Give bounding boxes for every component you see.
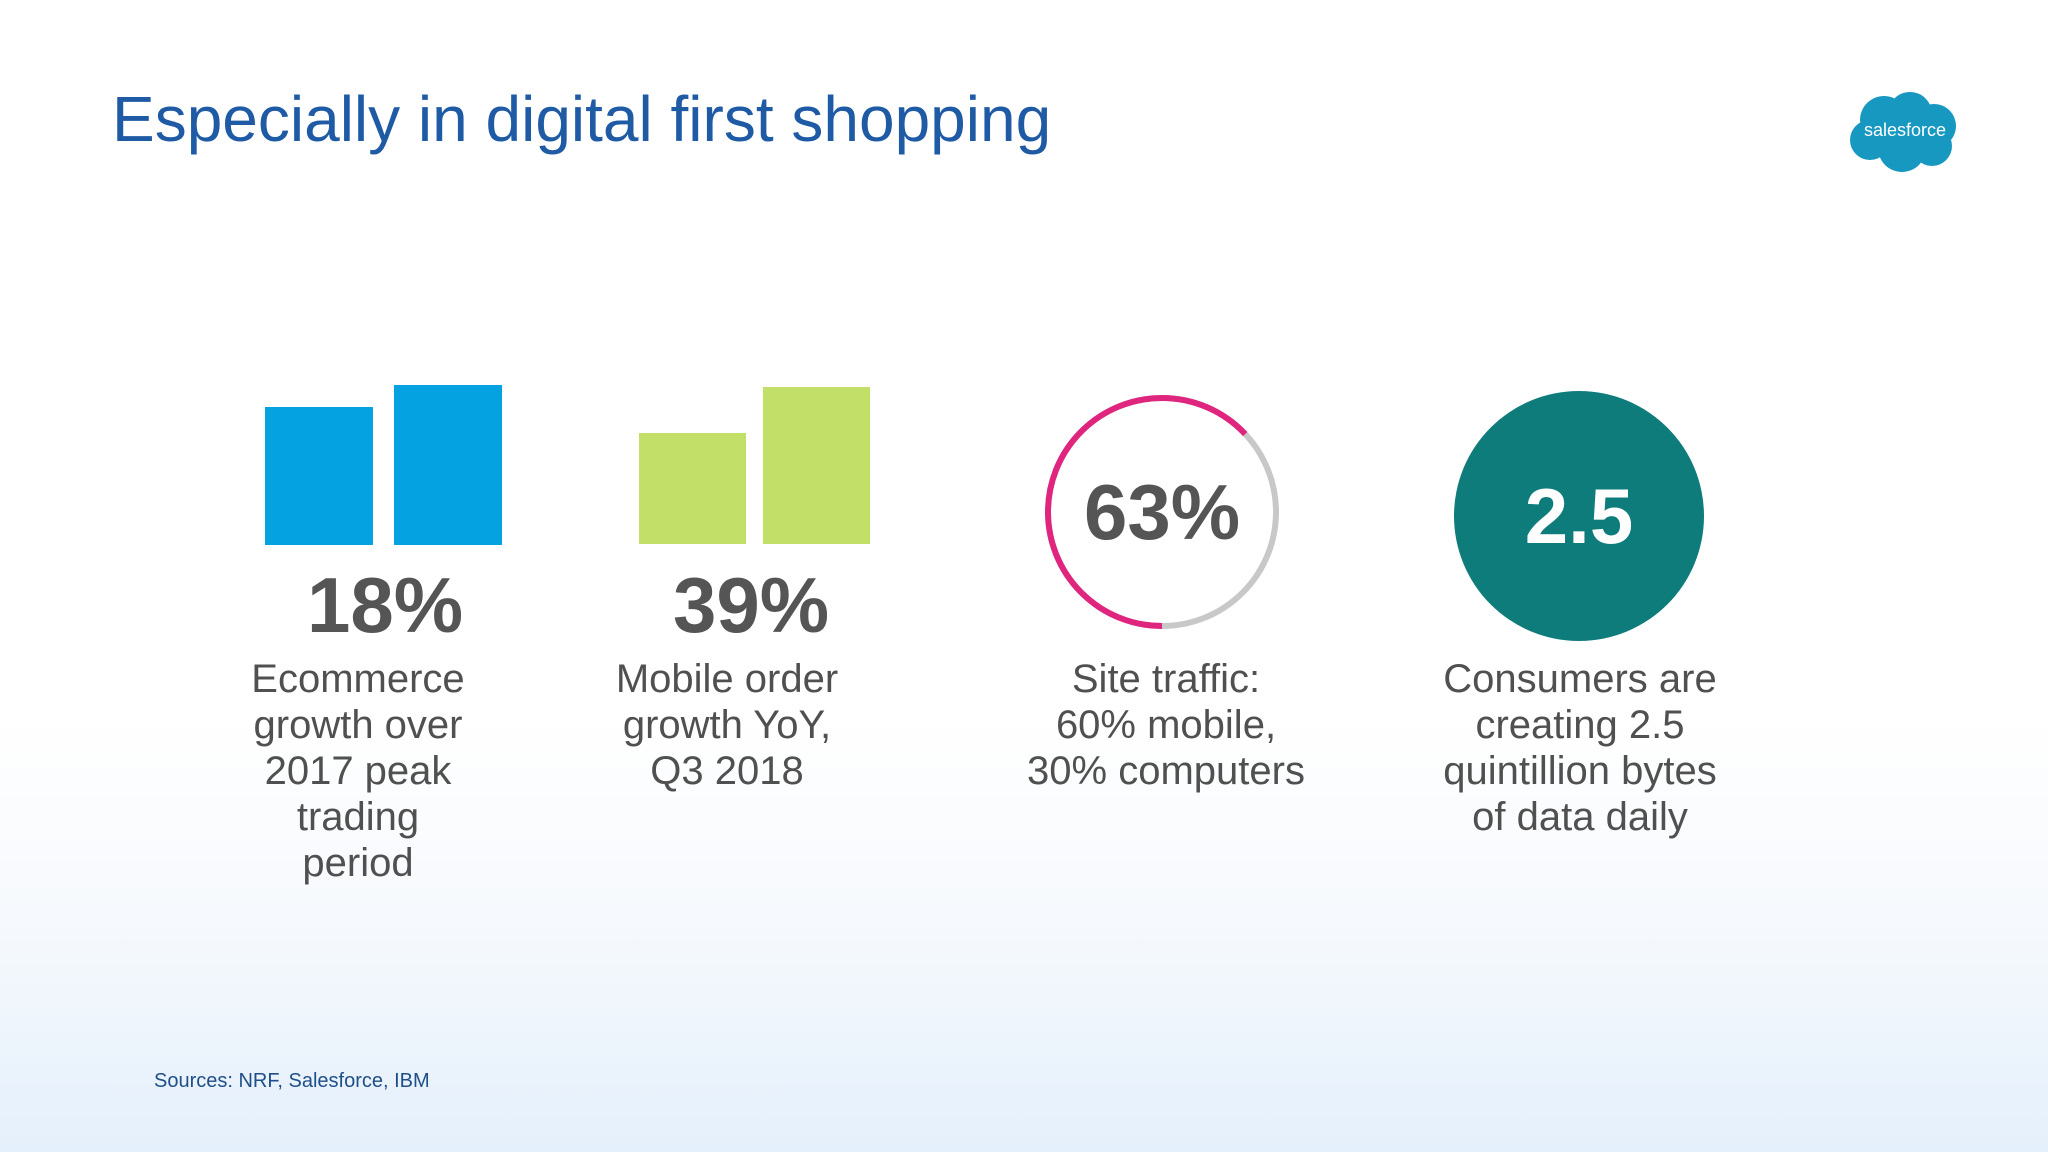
bar-short <box>639 433 746 544</box>
bar-short <box>265 407 373 545</box>
stat-value: 63% <box>1083 468 1241 556</box>
slide-title: Especially in digital first shopping <box>112 83 1052 155</box>
stat-value: 18% <box>306 561 464 649</box>
description-line: 60% mobile, <box>1055 703 1277 747</box>
salesforce-logo: salesforce <box>1846 90 1964 174</box>
salesforce-cloud-icon <box>1850 92 1956 172</box>
logo-text: salesforce <box>1863 120 1947 140</box>
description-line: 30% computers <box>1027 749 1305 793</box>
stat-ecommerce-growth: 18% Ecommerce growth over 2017 peak trad… <box>220 380 560 900</box>
stat-description: Ecommerce growth over 2017 peak trading … <box>188 656 528 886</box>
description-line: Site traffic: <box>1071 657 1261 701</box>
filled-circle-icon: 2.5 <box>1454 391 1704 641</box>
description-line: of data daily <box>1472 795 1688 839</box>
description-line: Ecommerce <box>251 657 465 701</box>
description-line: Consumers are <box>1443 657 1717 701</box>
bar-tall <box>763 387 870 544</box>
stat-site-traffic: 63% Site traffic: 60% mobile, 30% comput… <box>990 380 1330 900</box>
description-line: Mobile order <box>615 657 839 701</box>
progress-ring: 63% <box>1042 392 1282 632</box>
description-line: Q3 2018 <box>650 749 804 793</box>
stat-value: 2.5 <box>1524 472 1634 560</box>
description-line: quintillion bytes <box>1443 749 1717 793</box>
footer-text: SALESFORCE WHITEPAPER · CUSTOMER EXPERIE… <box>112 1083 777 1100</box>
stat-mobile-order-growth: 39% Mobile order growth YoY, Q3 2018 <box>590 380 930 900</box>
sources-note: Sources: NRF, Salesforce, IBM <box>154 1070 430 1092</box>
bar-tall <box>394 385 502 545</box>
description-line: trading <box>296 795 420 839</box>
progress-ring-icon <box>1045 395 1279 629</box>
stat-value: 39% <box>672 561 830 649</box>
description-line: growth YoY, <box>622 703 832 747</box>
stat-description: Site traffic: 60% mobile, 30% computers <box>996 656 1336 794</box>
stat-description: Mobile order growth YoY, Q3 2018 <box>557 656 897 794</box>
description-line: 2017 peak <box>264 749 452 793</box>
description-line: period <box>302 841 414 885</box>
description-line: creating 2.5 <box>1475 703 1685 747</box>
stat-description: Consumers are creating 2.5 quintillion b… <box>1410 656 1750 840</box>
stat-data-creation: 2.5 Consumers are creating 2.5 quintilli… <box>1410 380 1750 900</box>
description-line: growth over <box>253 703 463 747</box>
